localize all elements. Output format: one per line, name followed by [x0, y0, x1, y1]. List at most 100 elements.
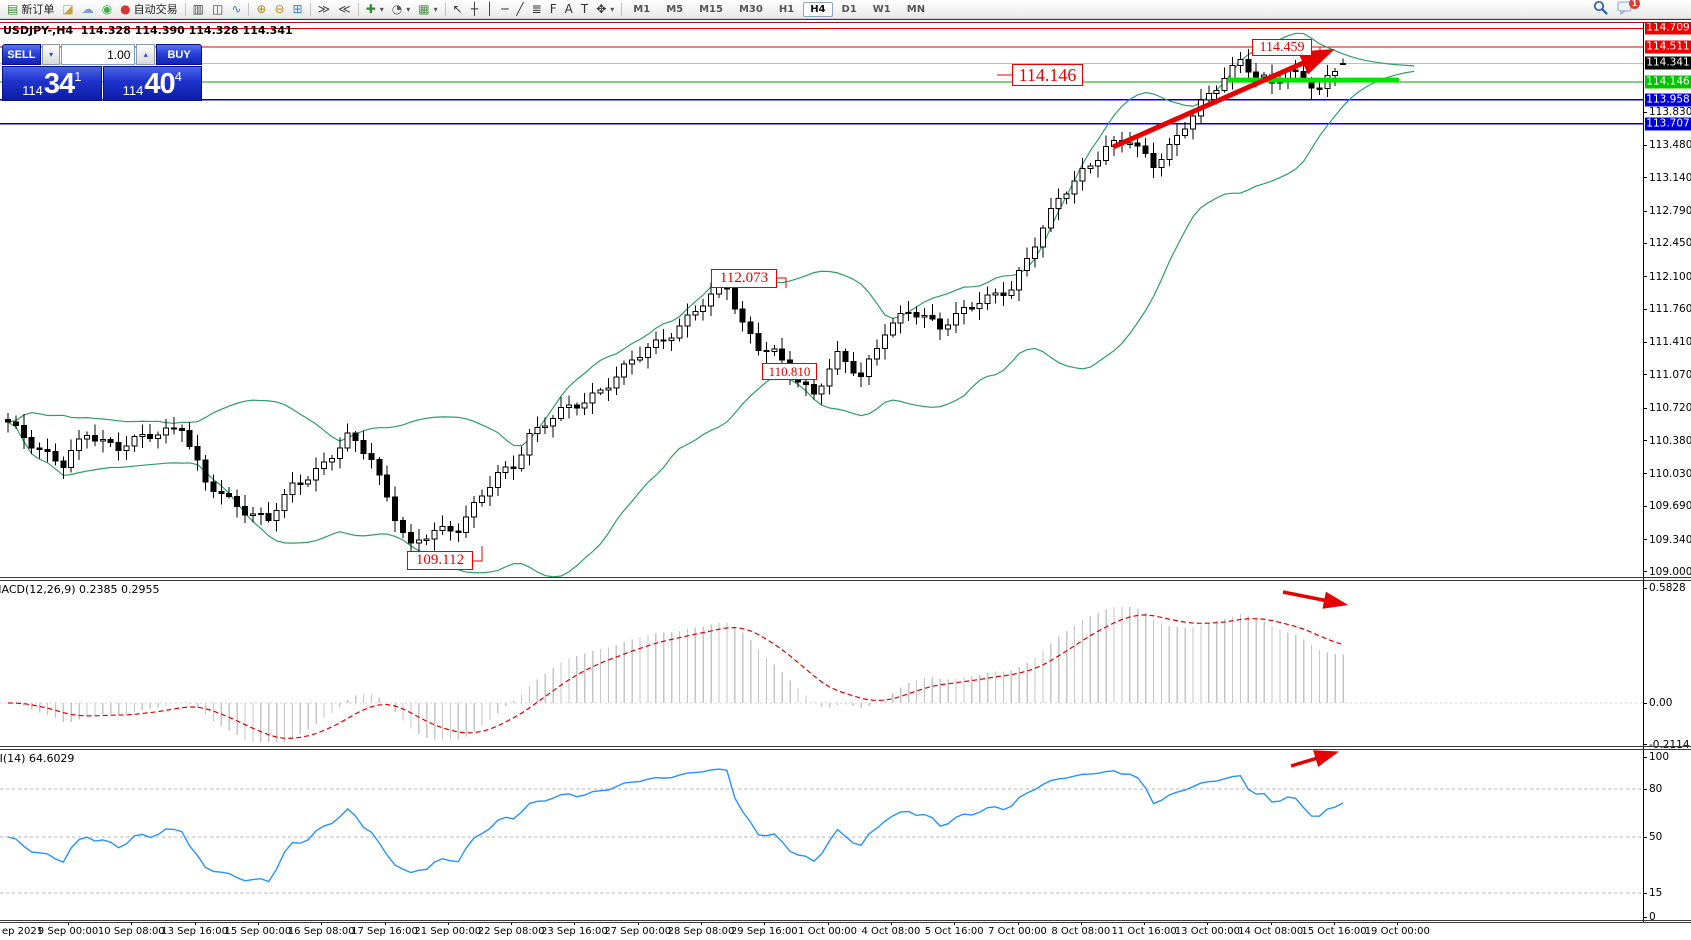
price-axis-label: 113.480: [1649, 139, 1691, 152]
volume-decrease-button[interactable]: ▾: [41, 44, 61, 65]
price-axis-label: 109.690: [1649, 500, 1691, 513]
price-axis-tag: 114.341: [1645, 56, 1691, 70]
zoom-in-icon[interactable]: ⊕: [252, 1, 270, 17]
equidistant-channel-icon[interactable]: ≣: [528, 1, 546, 17]
candles: [5, 48, 1347, 562]
date-label: 16 Sep 08:00: [287, 926, 355, 937]
new-order-button[interactable]: ▤ 新订单: [3, 1, 58, 17]
timeframe-m5[interactable]: M5: [666, 3, 684, 15]
axis-tick: [1644, 756, 1647, 758]
timeframe-m30[interactable]: M30: [738, 3, 763, 15]
date-label: 15 Oct 16:00: [1301, 926, 1367, 937]
publish-icon[interactable]: ☁: [78, 1, 98, 17]
zoom-out-icon[interactable]: ⊖: [270, 1, 288, 17]
main-chart[interactable]: [0, 22, 1643, 577]
search-icon[interactable]: [1593, 0, 1608, 19]
volume-increase-button[interactable]: ▴: [136, 44, 156, 65]
date-tick: [1207, 922, 1209, 925]
buy-button[interactable]: BUY: [156, 44, 202, 65]
date-tick: [1080, 922, 1082, 925]
price-axis-tag: 114.511: [1645, 40, 1691, 54]
text-icon: A: [564, 2, 573, 16]
timeframe-h1[interactable]: H1: [778, 3, 795, 15]
sell-price-display[interactable]: 114 34 1: [2, 66, 102, 101]
toolbar-right: 1: [1593, 0, 1640, 19]
auto-trading-button[interactable]: ● 自动交易: [116, 1, 181, 17]
timeframe-mn[interactable]: MN: [906, 3, 926, 15]
volume-input[interactable]: [61, 44, 136, 65]
panel-separator[interactable]: [0, 580, 1691, 581]
tile-windows-icon[interactable]: ⊞: [289, 1, 307, 17]
auto-scroll-icon[interactable]: ≫: [314, 1, 335, 17]
macd-panel-chart[interactable]: [0, 581, 1643, 745]
macd-arrow: [1282, 590, 1349, 609]
text-icon[interactable]: A: [561, 1, 577, 17]
signal-icon[interactable]: ◉: [98, 1, 116, 17]
periods-icon: ◔: [391, 2, 403, 16]
crosshair-icon[interactable]: ┼: [467, 1, 482, 17]
timeframe-m15[interactable]: M15: [699, 3, 723, 15]
trend-arrow: [1111, 48, 1335, 150]
price-axis-label: 113.830: [1649, 106, 1691, 118]
bar-chart-icon[interactable]: ▥: [189, 1, 208, 17]
timeframe-m1[interactable]: M1: [633, 3, 651, 15]
sell-price-big: 34: [43, 68, 75, 100]
axis-tick: [1644, 210, 1647, 212]
cursor-icon[interactable]: ↖: [449, 1, 467, 17]
price-axis-label: 110.030: [1649, 467, 1691, 480]
paint-bucket-icon[interactable]: ◪: [58, 1, 77, 17]
axis-tick: [1644, 341, 1647, 343]
sell-price-prefix: 114: [22, 83, 43, 98]
price-axis-label: 110.720: [1649, 402, 1691, 415]
timeframe-w1[interactable]: W1: [872, 3, 891, 15]
arrow-objects-icon[interactable]: ✥ ▾: [592, 1, 618, 17]
bar-chart-icon: ▥: [192, 2, 204, 16]
date-tick: [321, 922, 323, 925]
date-tick: [954, 922, 956, 925]
price-axis-label: 109.340: [1649, 533, 1691, 546]
macd-histogram: [15, 606, 1344, 742]
fibonacci-icon: F: [549, 2, 557, 16]
date-label: 13 Sep 16:00: [161, 926, 228, 937]
text-label-icon[interactable]: T: [577, 1, 592, 17]
rsi-axis-label: 15: [1649, 887, 1663, 899]
axis-tick: [1644, 505, 1647, 507]
horizontal-line-icon[interactable]: ─: [497, 1, 512, 17]
price-annotation: 109.112: [407, 551, 473, 570]
chart-window-border: [0, 19, 1691, 23]
panel-separator[interactable]: [0, 749, 1691, 750]
price-axis-tag: 114.709: [1645, 21, 1691, 35]
line-chart-icon[interactable]: ∿: [227, 1, 245, 17]
axis-tick: [1644, 702, 1647, 704]
date-tick: [1144, 922, 1146, 925]
fibonacci-icon[interactable]: F: [546, 1, 561, 17]
chart-shift-icon[interactable]: ≪: [334, 1, 355, 17]
panel-separator[interactable]: [0, 577, 1691, 578]
paint-bucket-icon: ◪: [62, 2, 74, 16]
panel-separator[interactable]: [0, 746, 1691, 747]
date-tick: [194, 922, 196, 925]
buy-price-display[interactable]: 114 40 4: [102, 66, 202, 101]
chat-icon[interactable]: 1: [1617, 0, 1640, 19]
rsi-panel-chart[interactable]: [0, 750, 1643, 920]
sell-button[interactable]: SELL: [2, 44, 41, 65]
templates-icon[interactable]: ▦ ▾: [414, 1, 441, 17]
text-label-icon: T: [580, 2, 589, 16]
one-click-trading-panel: SELL ▾ ▴ BUY 114 34 1 114 40 4: [2, 44, 202, 101]
date-label: 11 Oct 16:00: [1111, 926, 1177, 937]
buy-price-big: 40: [144, 68, 175, 100]
date-label: 8 Oct 08:00: [1051, 926, 1111, 937]
chart-title: USDJPY-,H4 114.328 114.390 114.328 114.3…: [3, 24, 293, 37]
timeframe-h4[interactable]: H4: [803, 1, 833, 17]
indicators-icon[interactable]: ✚ ▾: [362, 1, 388, 17]
candlestick-chart-icon[interactable]: ◫: [208, 1, 227, 17]
macd-label: MACD(12,26,9) 0.2385 0.2955: [0, 583, 160, 596]
vertical-line-icon[interactable]: │: [482, 1, 497, 17]
periods-icon[interactable]: ◔ ▾: [388, 1, 415, 17]
trendline-icon[interactable]: ╱: [512, 1, 527, 17]
date-tick: [637, 922, 639, 925]
rsi-line: [7, 768, 1344, 883]
price-annotation: 114.459: [1252, 39, 1312, 56]
timeframe-d1[interactable]: D1: [841, 3, 857, 15]
toolbar: ▤ 新订单 ◪ ☁ ◉ ● 自动交易 ▥ ◫ ∿ ⊕ ⊖ ⊞ ≫ ≪ ✚ ▾ ◔ ▾ ▦ ▾ ↖ ┼ │ ─ ╱ ≣ F A T ✥ ▾ M1 M…: [0, 0, 1691, 19]
